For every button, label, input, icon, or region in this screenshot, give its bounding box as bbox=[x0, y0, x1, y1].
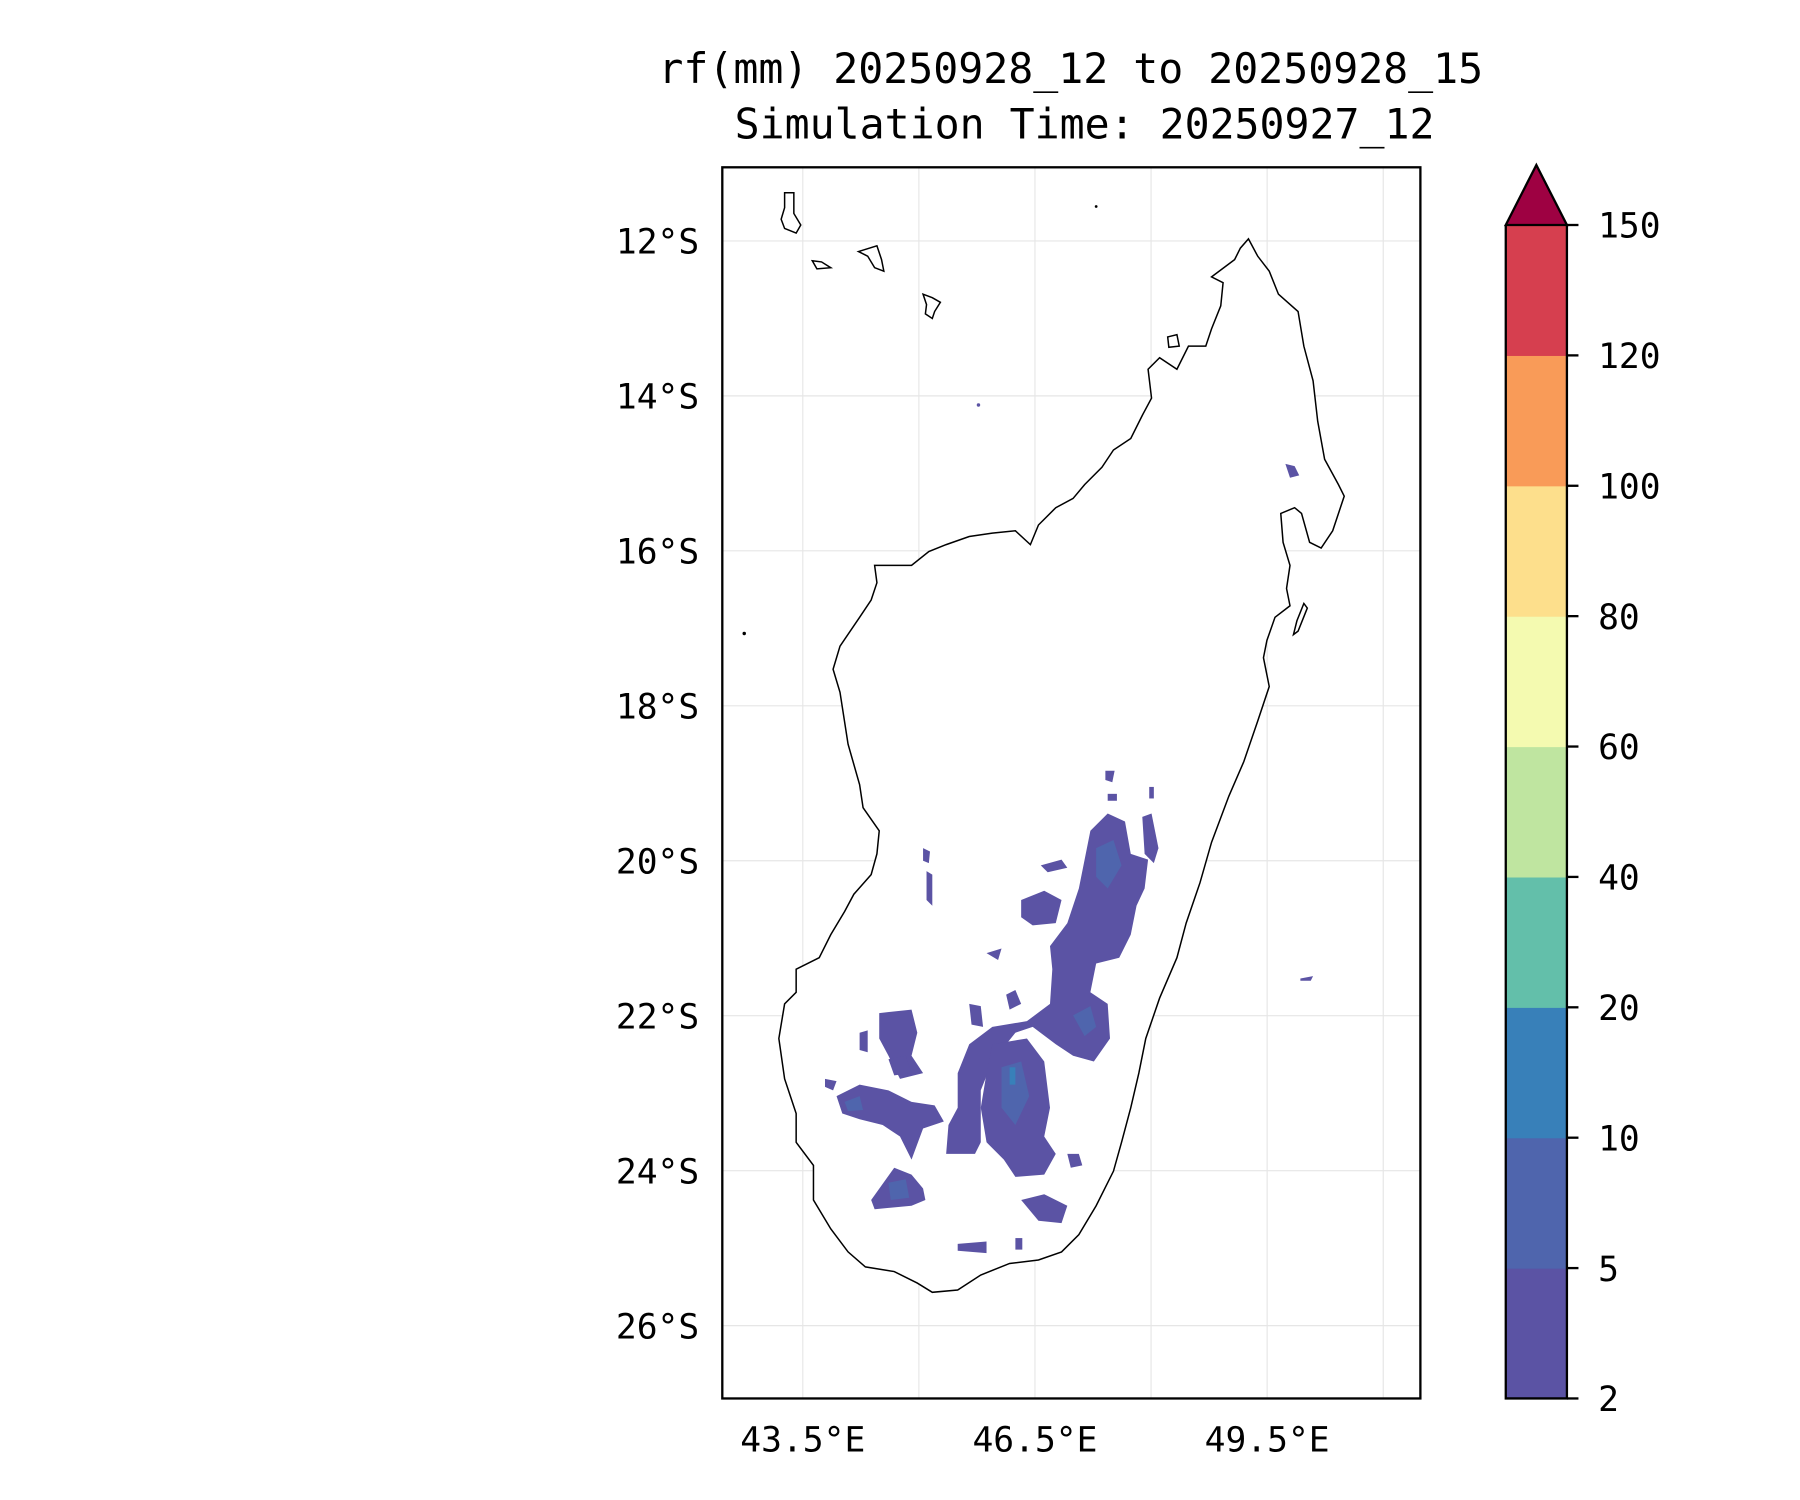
y-tick-label: 14°S bbox=[616, 378, 699, 418]
y-tick-label: 12°S bbox=[616, 223, 699, 263]
x-tick-label: 49.5°E bbox=[1205, 1421, 1330, 1461]
y-tick-label: 20°S bbox=[616, 842, 699, 882]
island-speck bbox=[1094, 205, 1098, 208]
colorbar: 2 5 10 20 40 60 80 100 120 150 bbox=[1503, 162, 1661, 1420]
colorbar-bin bbox=[1505, 1137, 1567, 1269]
colorbar-frame bbox=[1504, 224, 1569, 1400]
colorbar-bin bbox=[1505, 876, 1567, 1008]
map-axes: 43.5°E 46.5°E 49.5°E 12°S 14°S 16°S 18°S 20°S 2… bbox=[616, 166, 1422, 1461]
x-axis-ticks: 43.5°E 46.5°E 49.5°E bbox=[740, 1421, 1329, 1461]
colorbar-tick-label: 40 bbox=[1598, 859, 1640, 899]
colorbar-bin bbox=[1505, 225, 1567, 356]
colorbar-tick-label: 120 bbox=[1598, 337, 1661, 377]
island-grande-comore bbox=[780, 191, 802, 235]
rainfall-field-5-10mm bbox=[844, 840, 1122, 1200]
colorbar-bin bbox=[1505, 746, 1567, 878]
rain-speck bbox=[976, 403, 981, 407]
colorbar-tick-label: 60 bbox=[1598, 728, 1640, 768]
colorbar-bin bbox=[1505, 485, 1567, 617]
x-tick-label: 46.5°E bbox=[972, 1421, 1097, 1461]
colorbar-tick-label: 80 bbox=[1598, 598, 1640, 638]
island-speck bbox=[742, 631, 746, 636]
rainfall-field bbox=[825, 463, 1314, 1254]
y-tick-label: 26°S bbox=[616, 1307, 699, 1347]
colorbar-tick-label: 150 bbox=[1598, 207, 1661, 247]
colorbar-bin bbox=[1505, 616, 1567, 748]
colorbar-tick-label: 10 bbox=[1598, 1119, 1640, 1159]
chart-subtitle: Simulation Time: 20250927_12 bbox=[735, 99, 1435, 148]
y-tick-label: 16°S bbox=[616, 533, 699, 573]
island-anjouan bbox=[856, 244, 885, 273]
colorbar-bin bbox=[1505, 355, 1567, 487]
island-moheli bbox=[810, 259, 834, 270]
madagascar-coastline bbox=[778, 237, 1346, 1294]
island-mayotte bbox=[921, 292, 942, 320]
colorbar-bin bbox=[1505, 1007, 1567, 1139]
colorbar-bin bbox=[1505, 1268, 1567, 1400]
x-tick-label: 43.5°E bbox=[740, 1421, 865, 1461]
map-frame bbox=[721, 166, 1422, 1400]
colorbar-tick-label: 5 bbox=[1598, 1250, 1619, 1290]
colorbar-extend-arrow bbox=[1503, 162, 1569, 227]
island-nosy-be bbox=[1166, 333, 1181, 349]
colorbar-tick-label: 20 bbox=[1598, 989, 1640, 1029]
y-axis-ticks: 12°S 14°S 16°S 18°S 20°S 22°S 24°S 26°S bbox=[616, 223, 699, 1348]
colorbar-tick-label: 100 bbox=[1598, 467, 1661, 507]
y-tick-label: 24°S bbox=[616, 1152, 699, 1192]
island-sainte-marie bbox=[1292, 601, 1309, 637]
colorbar-tick-label: 2 bbox=[1598, 1380, 1619, 1420]
chart-title: rf(mm) 20250928_12 to 20250928_15 bbox=[658, 44, 1483, 93]
y-tick-label: 18°S bbox=[616, 687, 699, 727]
y-tick-label: 22°S bbox=[616, 997, 699, 1037]
